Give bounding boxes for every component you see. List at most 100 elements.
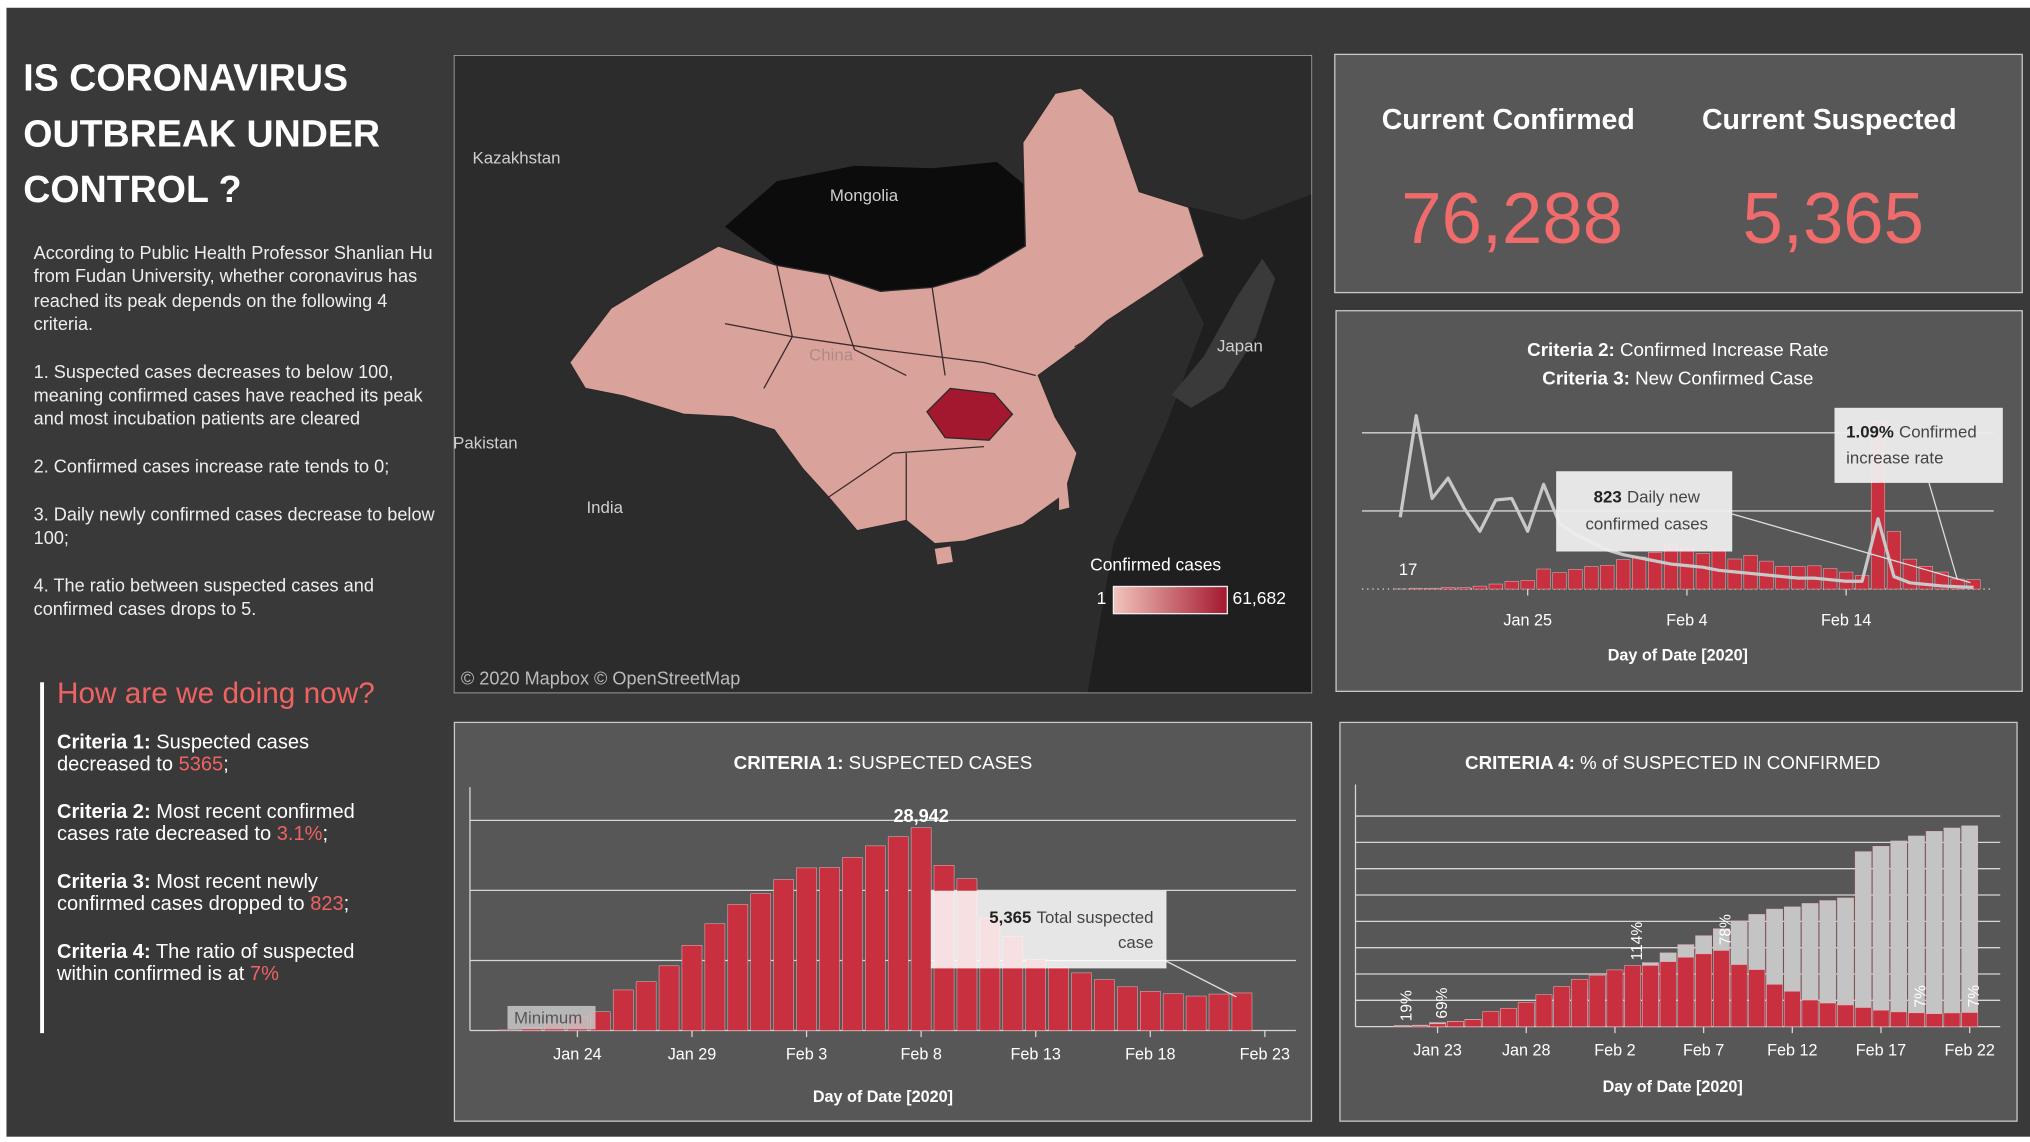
bar: [1748, 969, 1766, 1027]
criterion: 1. Suspected cases decreases to below 10…: [33, 360, 423, 429]
chart-title-text: New Confirmed Case: [1635, 367, 1813, 388]
bar: [1966, 579, 1981, 590]
status-label: Criteria 4:: [56, 941, 151, 964]
bar: [658, 965, 680, 1031]
bar: [1801, 999, 1819, 1027]
chart-title-label: CRITERIA 4:: [1465, 752, 1575, 773]
bar: [1766, 984, 1783, 1027]
bar: [1872, 846, 1890, 1027]
x-tick-label: Jan 23: [1413, 1042, 1462, 1060]
x-axis-title: Day of Date [2020]: [1608, 647, 1748, 665]
bar: [1606, 969, 1624, 1027]
bar: [1446, 1021, 1464, 1027]
annotation-line: Total suspected: [1037, 909, 1154, 928]
criterion: 3. Daily newly confirmed cases decrease …: [33, 503, 435, 548]
annotation-line: case: [1118, 933, 1154, 952]
chart-title-label: CRITERIA 1:: [734, 752, 844, 773]
map-label: Pakistan: [453, 434, 518, 453]
bar: [1677, 957, 1695, 1027]
bar: [1488, 583, 1503, 590]
bar: [1208, 993, 1230, 1031]
map-label: China: [809, 345, 854, 364]
bar: [1925, 1013, 1943, 1027]
map-attribution: © 2020 Mapbox © OpenStreetMap: [461, 668, 740, 688]
ratio-label: 114%: [1629, 922, 1646, 961]
map-taiwan: [1059, 481, 1070, 511]
status-label: Criteria 3:: [56, 871, 151, 894]
bar: [1429, 1023, 1446, 1027]
bar: [1425, 587, 1440, 590]
map: [454, 55, 1312, 693]
bar: [1600, 564, 1615, 590]
bar: [1456, 587, 1472, 590]
annotation-text: Minimum: [514, 1008, 582, 1027]
bar: [773, 879, 794, 1031]
annotation-line: increase rate: [1846, 449, 1943, 468]
status-value: 823: [310, 893, 344, 916]
bar: [796, 867, 817, 1031]
status-heading: How are we doing now?: [56, 675, 375, 710]
map-hainan: [934, 546, 953, 565]
kpi-panel: [1334, 53, 2023, 294]
x-tick-label: Feb 22: [1944, 1042, 1994, 1060]
bar: [1872, 1009, 1890, 1027]
x-axis-title: Day of Date [2020]: [1603, 1078, 1743, 1096]
bar: [1409, 587, 1424, 590]
bar: [1504, 581, 1519, 590]
status-text: Most recent newly confirmed cases droppe…: [56, 871, 318, 916]
annotation-text: 1.09% Confirmed: [1846, 423, 1977, 442]
status-list: Criteria 1: Suspected cases decreased to…: [57, 731, 404, 1011]
bar: [1584, 566, 1599, 590]
bar: [635, 981, 657, 1031]
bar: [1624, 965, 1642, 1027]
kpi-label: Current Confirmed: [1382, 104, 1635, 136]
x-axis-title: Day of Date [2020]: [813, 1088, 953, 1106]
map-hubei: [926, 387, 1014, 441]
bar: [1553, 986, 1571, 1027]
x-tick-label: Feb 14: [1821, 612, 1871, 630]
annotation-box: [507, 1005, 596, 1030]
bar: [1890, 1011, 1908, 1027]
bar: [1048, 967, 1069, 1031]
bar: [1854, 1007, 1872, 1027]
bar: [1943, 1012, 1961, 1027]
bar: [819, 867, 840, 1031]
chart-title: Criteria 3: New Confirmed Case: [1542, 367, 1813, 388]
status-value: 5365: [178, 753, 224, 776]
chart-title-text: Confirmed Increase Rate: [1620, 339, 1829, 360]
bar: [1482, 1011, 1500, 1027]
intro-text: According to Public Health Professor Sha…: [33, 242, 433, 334]
bar: [1520, 580, 1535, 590]
map-mongolia: [725, 161, 1036, 292]
bar: [1094, 979, 1115, 1031]
bar: [1943, 827, 1961, 1027]
status-item: Criteria 2: Most recent confirmed cases …: [57, 801, 404, 845]
intro: According to Public Health Professor Sha…: [34, 241, 442, 645]
chart-title: CRITERIA 4:% of SUSPECTED IN CONFIRMED: [1465, 752, 1880, 773]
annotation-text: 823 Daily new: [1594, 488, 1701, 507]
x-tick-label: Jan 24: [553, 1045, 602, 1063]
map-borders: [724, 265, 1114, 521]
map-japan: [1171, 258, 1276, 408]
bar: [1231, 992, 1253, 1031]
x-tick-label: Feb 4: [1666, 612, 1707, 630]
bar: [1679, 546, 1694, 590]
chart-title-text: % of SUSPECTED IN CONFIRMED: [1580, 752, 1880, 773]
annotation-text: increase rate: [1846, 449, 1943, 468]
annotation-box: [1834, 407, 2003, 483]
bar: [1616, 559, 1631, 590]
annotation-text: 5,365 Total suspected: [989, 909, 1153, 928]
annotation-line: confirmed cases: [1586, 515, 1709, 534]
status-text: Suspected cases decreased to: [56, 731, 310, 776]
bar: [1568, 569, 1583, 590]
annotation-value: 1.09%: [1846, 423, 1894, 442]
annotation-connector: [1732, 513, 1971, 584]
status-text: Most recent confirmed cases rate decreas…: [56, 801, 355, 846]
bar: [1472, 585, 1487, 590]
bar: [1713, 950, 1730, 1027]
x-tick-label: Feb 7: [1683, 1042, 1724, 1060]
map-label: Mongolia: [830, 186, 899, 205]
ratio-label: 19%: [1398, 990, 1415, 1021]
